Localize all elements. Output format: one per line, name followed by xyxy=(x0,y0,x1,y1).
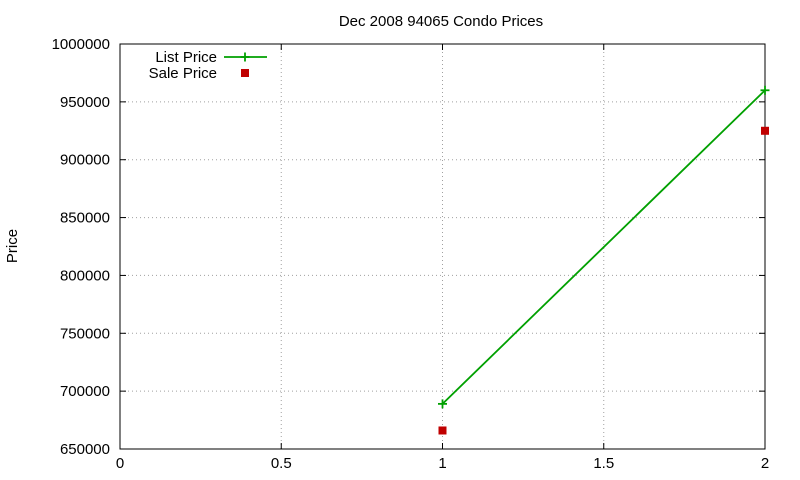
legend-marker-list-price xyxy=(240,52,250,62)
list-price-point xyxy=(438,399,447,409)
list-price-line xyxy=(441,89,766,405)
y-tick-label: 650000 xyxy=(60,441,110,458)
legend-label-list-price: List Price xyxy=(155,49,217,66)
sale-price-point xyxy=(438,426,447,435)
series-layer xyxy=(438,85,770,435)
y-tick-label: 800000 xyxy=(60,267,110,284)
y-axis-label: Price xyxy=(4,229,21,263)
y-tick-label: 850000 xyxy=(60,210,110,227)
list-price-point xyxy=(760,85,770,95)
x-tick-label: 0 xyxy=(116,455,124,472)
legend-label-sale-price: Sale Price xyxy=(149,65,217,82)
x-tick-label: 1.5 xyxy=(593,455,614,472)
x-tick-label: 1 xyxy=(438,455,446,472)
grid xyxy=(120,44,765,449)
y-tick-label: 900000 xyxy=(60,152,110,169)
y-tick-label: 1000000 xyxy=(52,36,110,53)
y-tick-label: 950000 xyxy=(60,94,110,111)
x-tick-label: 2 xyxy=(761,455,769,472)
y-tick-label: 750000 xyxy=(60,325,110,342)
ticks: 0 0.5 1 1.5 2 650000 700000 750000 800000 850000 9… xyxy=(52,36,770,472)
chart-title: Dec 2008 94065 Condo Prices xyxy=(339,13,543,30)
sale-price-point xyxy=(761,126,769,135)
x-tick-label: 0.5 xyxy=(271,455,292,472)
legend-marker-sale-price xyxy=(241,69,249,77)
y-tick-label: 700000 xyxy=(60,383,110,400)
